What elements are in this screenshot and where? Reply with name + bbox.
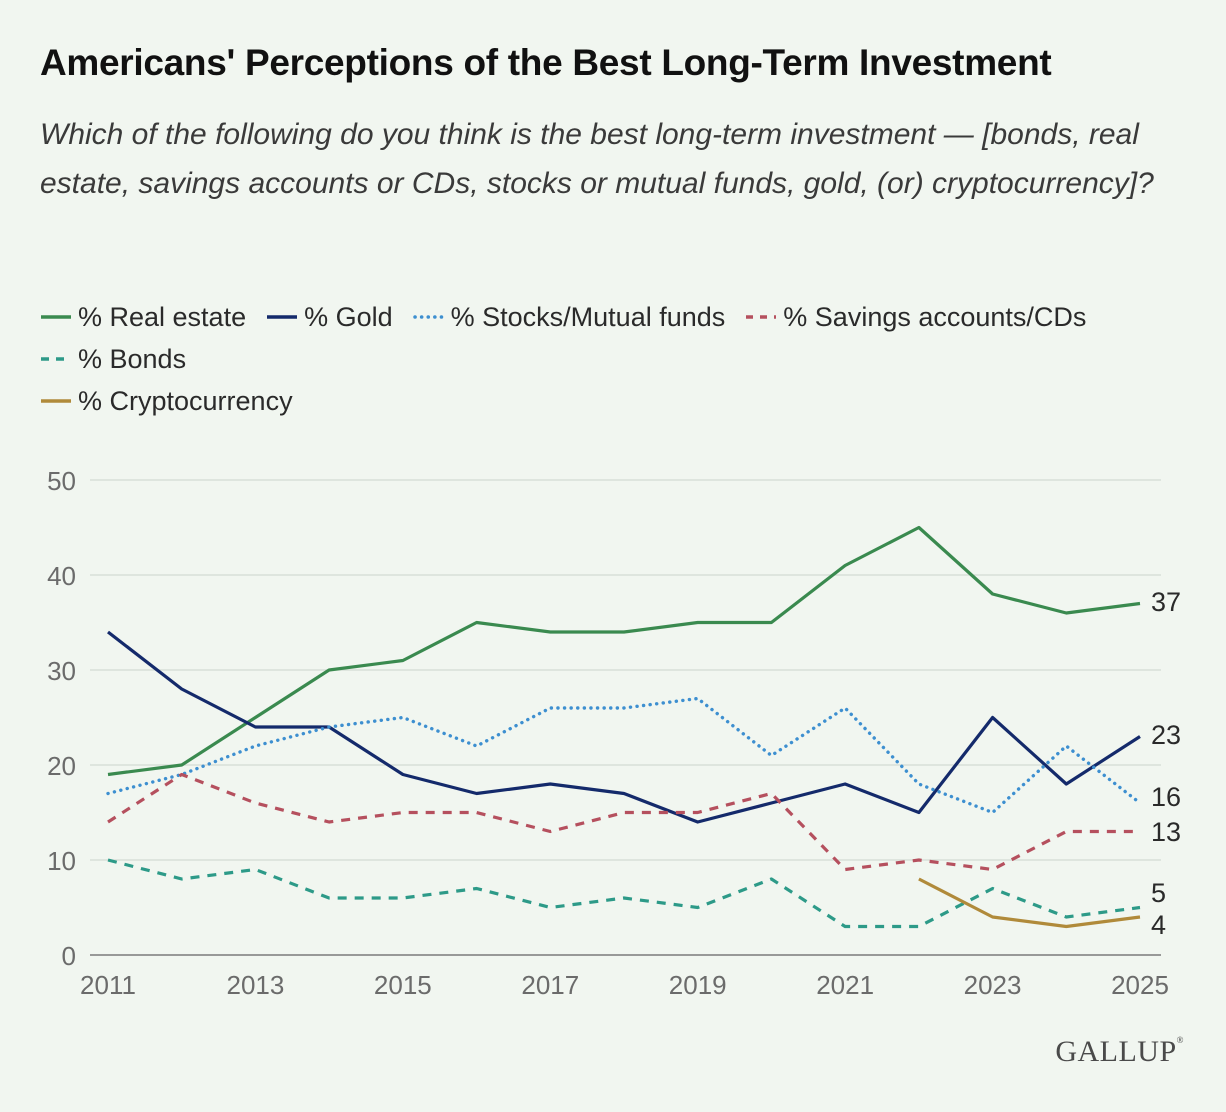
legend-label-savings: % Savings accounts/CDs — [783, 301, 1087, 332]
series-line-2 — [106, 696, 1142, 815]
chart-title: Americans' Perceptions of the Best Long-… — [40, 42, 1052, 83]
y-tick-label: 10 — [47, 846, 76, 876]
gallup-logo: GALLUP® — [1055, 1035, 1184, 1068]
legend-label-real-estate: % Real estate — [78, 301, 247, 332]
legend-label-crypto: % Cryptocurrency — [78, 385, 293, 416]
line-chart: 0 10 20 30 40 50 2011 2013 2015 2017 2019 2021 2023 2… — [47, 466, 1181, 1000]
legend-item-gold: % Gold — [266, 302, 393, 333]
legend-label-stocks: % Stocks/Mutual funds — [450, 301, 726, 332]
y-tick-label: 20 — [47, 751, 76, 781]
end-value-label: 13 — [1151, 817, 1181, 847]
series-line-3 — [107, 772, 1140, 872]
end-value-label: 4 — [1151, 910, 1166, 940]
legend-item-savings: % Savings accounts/CDs — [745, 302, 1086, 333]
y-tick-label: 50 — [47, 466, 76, 496]
chart-subtitle: Which of the following do you think is t… — [40, 118, 1154, 200]
legend-item-stocks: % Stocks/Mutual funds — [412, 301, 726, 333]
series-line-0 — [107, 525, 1141, 777]
legend-swatch-bonds — [41, 357, 71, 361]
legend-item-real-estate: % Real estate — [40, 302, 246, 333]
series-line-1 — [107, 630, 1141, 824]
legend-swatch-real-estate — [41, 315, 71, 319]
end-value-label: 37 — [1151, 587, 1181, 617]
x-tick-label: 2011 — [80, 970, 136, 1000]
end-value-label: 16 — [1151, 782, 1181, 812]
x-tick-label: 2015 — [374, 970, 432, 1000]
legend-swatch-savings — [746, 315, 777, 319]
legend-label-gold: % Gold — [304, 301, 393, 332]
series-line-5 — [918, 877, 1141, 929]
x-tick-label: 2017 — [521, 970, 579, 1000]
legend-item-crypto: % Cryptocurrency — [40, 386, 293, 417]
legend-swatch-stocks — [412, 315, 445, 319]
y-tick-label: 0 — [62, 941, 76, 971]
legend-swatch-gold — [267, 315, 298, 319]
x-tick-label: 2023 — [964, 970, 1022, 1000]
y-tick-label: 30 — [47, 656, 76, 686]
legend-item-bonds: % Bonds — [40, 344, 186, 375]
end-value-label: 5 — [1151, 878, 1166, 908]
series-line-4 — [107, 858, 1141, 929]
legend: % Real estate % Gold % Stocks/Mutual fun… — [40, 296, 1210, 422]
end-value-label: 23 — [1151, 720, 1181, 750]
x-tick-label: 2019 — [669, 970, 727, 1000]
legend-swatch-crypto — [41, 399, 71, 403]
x-tick-label: 2013 — [227, 970, 285, 1000]
x-tick-label: 2021 — [816, 970, 874, 1000]
legend-label-bonds: % Bonds — [78, 343, 187, 374]
x-tick-label: 2025 — [1111, 970, 1169, 1000]
y-tick-label: 40 — [47, 561, 76, 591]
